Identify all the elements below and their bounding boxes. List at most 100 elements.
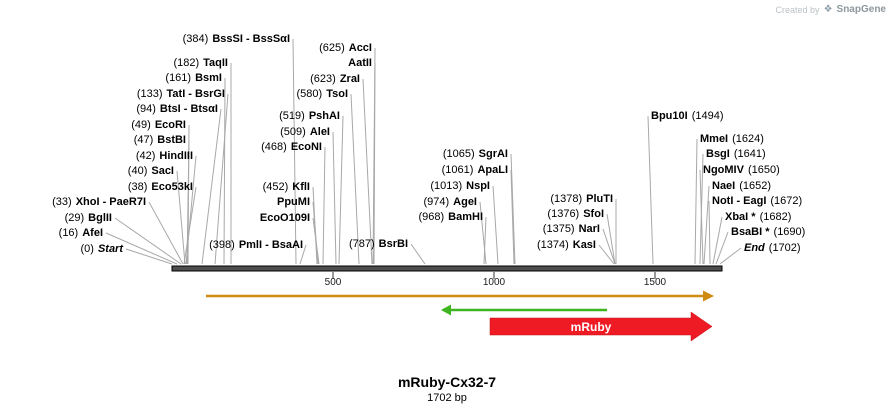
site-pos: (519) (279, 110, 305, 122)
map-start-label[interactable]: (0) Start (80, 243, 123, 256)
enzyme-label-pshai[interactable]: (519) PshAI (279, 110, 340, 123)
enzyme-label-bamhi[interactable]: (968) BamHI (418, 211, 483, 224)
watermark-brand: SnapGene (836, 4, 886, 15)
enzyme-label-aatii[interactable]: AatII (348, 57, 372, 70)
enzyme-label-econi[interactable]: (468) EcoNI (261, 141, 322, 154)
enzyme-label-btsi[interactable]: (94) BtsI - BtsαI (136, 103, 218, 116)
leader-line (483, 216, 487, 265)
leader-line (185, 155, 197, 265)
enzyme-label-bglii[interactable]: (29) BglII (65, 212, 112, 225)
leader-line (299, 244, 307, 265)
leader-line (373, 62, 376, 265)
enzyme-name: AgeI (453, 196, 477, 208)
leader-line (703, 185, 710, 265)
enzyme-label-noti-eagi[interactable]: NotI - EagI (1672) (712, 195, 802, 208)
enzyme-label-ppumi[interactable]: PpuMI (277, 196, 310, 209)
enzyme-label-afei[interactable]: (16) AfeI (59, 227, 103, 240)
enzyme-name: BamHI (448, 211, 483, 223)
enzyme-label-bsrbi[interactable]: (787) BsrBI (349, 238, 408, 251)
leader-line (125, 248, 173, 265)
enzyme-name: BssSI - BssSαI (212, 33, 290, 45)
site-pos: (1494) (691, 110, 724, 122)
site-pos: (580) (296, 88, 323, 100)
enzyme-label-zrai[interactable]: (623) ZraI (310, 73, 360, 86)
enzyme-label-naei[interactable]: NaeI (1652) (712, 180, 771, 193)
leader-line (479, 201, 487, 265)
enzyme-label-hindiii[interactable]: (42) HindIII (136, 150, 193, 163)
sequence-bar[interactable] (171, 265, 723, 272)
enzyme-label-xhoi[interactable]: (33) XhoI - PaeR7I (52, 196, 146, 209)
enzyme-label-pmli[interactable]: (398) PmlI - BsaAI (209, 239, 303, 252)
enzyme-label-kfli[interactable]: (452) KflI (263, 181, 310, 194)
enzyme-label-bsmi[interactable]: (161) BsmI (165, 72, 222, 85)
enzyme-label-bpu10i[interactable]: Bpu10I (1494) (651, 110, 723, 123)
enzyme-label-saci[interactable]: (40) SacI (128, 165, 174, 178)
enzyme-label-nspi[interactable]: (1013) NspI (430, 180, 490, 193)
enzyme-label-nari[interactable]: (1375) NarI (543, 223, 600, 236)
enzyme-name: PluTI (586, 193, 613, 205)
feature-arrow-reverse[interactable] (441, 304, 607, 316)
site-pos: (1375) (542, 223, 575, 235)
enzyme-label-acci[interactable]: (625) AccI (319, 42, 372, 55)
enzyme-label-bsgi[interactable]: BsgI (1641) (706, 148, 766, 161)
enzyme-label-ecoo109i[interactable]: EcoO109I (260, 212, 310, 225)
mruby-feature-label[interactable]: mRuby (570, 320, 612, 334)
enzyme-name: NgoMIV (703, 164, 744, 176)
site-pos: (49) (131, 119, 151, 131)
leader-line (338, 115, 344, 265)
enzyme-name: NaeI (712, 180, 736, 192)
enzyme-name: BsrBI (378, 238, 408, 250)
enzyme-label-bsssi[interactable]: (384) BssSI - BssSαI (183, 33, 290, 46)
enzyme-name: TaqII (203, 57, 228, 69)
leader-line (715, 231, 729, 265)
enzyme-label-agei[interactable]: (974) AgeI (423, 196, 477, 209)
site-pos: (0) (80, 243, 94, 255)
enzyme-name: BsgI (706, 148, 730, 160)
enzyme-label-mmei[interactable]: MmeI (1624) (700, 133, 764, 146)
enzyme-name: SgrAI (478, 148, 508, 160)
snapgene-logo-icon: ❖ (823, 4, 833, 15)
site-pos: (33) (52, 196, 72, 208)
enzyme-label-ngomiv[interactable]: NgoMIV (1650) (703, 164, 780, 177)
enzyme-label-taqii[interactable]: (182) TaqII (173, 57, 228, 70)
enzyme-label-tsoi[interactable]: (580) TsoI (297, 88, 348, 101)
enzyme-label-alei[interactable]: (509) AleI (280, 126, 330, 139)
enzyme-label-bstbi[interactable]: (47) BstBI (134, 134, 186, 147)
site-pos: (625) (319, 42, 345, 54)
enzyme-label-pluti[interactable]: (1378) PluTI (550, 193, 613, 206)
start-label-text: Start (97, 243, 123, 255)
enzyme-name: BstBI (157, 134, 186, 146)
leader-line (699, 169, 704, 265)
site-pos: (787) (348, 238, 375, 250)
mruby-feature-arrow[interactable] (489, 311, 713, 342)
enzyme-name: BsmI (195, 72, 222, 84)
enzyme-label-sgrai[interactable]: (1065) SgrAI (443, 148, 508, 161)
leader-line (322, 146, 326, 265)
site-pos: (1650) (747, 164, 780, 176)
enzyme-label-tati-bsrgi[interactable]: (133) TatI - BsrGI (137, 88, 225, 101)
leader-line (510, 153, 516, 265)
enzyme-name: AatII (348, 57, 372, 69)
enzyme-name: HindIII (159, 150, 193, 162)
map-end-label[interactable]: End (1702) (744, 242, 801, 255)
enzyme-label-sfoi[interactable]: (1376) SfoI (547, 208, 604, 221)
enzyme-label-apali[interactable]: (1061) ApaLI (442, 164, 508, 177)
orf-arrow-forward[interactable] (206, 290, 714, 302)
enzyme-label-bsabi[interactable]: BsaBI * (1690) (731, 226, 805, 239)
leader-line (312, 217, 320, 265)
end-label-text: End (744, 242, 765, 254)
site-pos: (38) (127, 181, 148, 193)
enzyme-label-ecori[interactable]: (49) EcoRI (131, 119, 186, 132)
leader-line (223, 77, 226, 265)
site-pos: (1652) (739, 180, 772, 192)
enzyme-label-eco53ki[interactable]: (38) Eco53kI (128, 181, 193, 194)
leader-line (312, 201, 319, 265)
enzyme-label-xbai[interactable]: XbaI * (1682) (725, 211, 791, 224)
enzyme-label-kasi[interactable]: (1374) KasI (537, 239, 596, 252)
orf-arrowhead-icon (703, 290, 714, 302)
enzyme-name: BglII (88, 212, 112, 224)
leader-line (292, 38, 297, 265)
enzyme-name: SfoI (583, 208, 604, 220)
leader-lines (105, 38, 742, 265)
